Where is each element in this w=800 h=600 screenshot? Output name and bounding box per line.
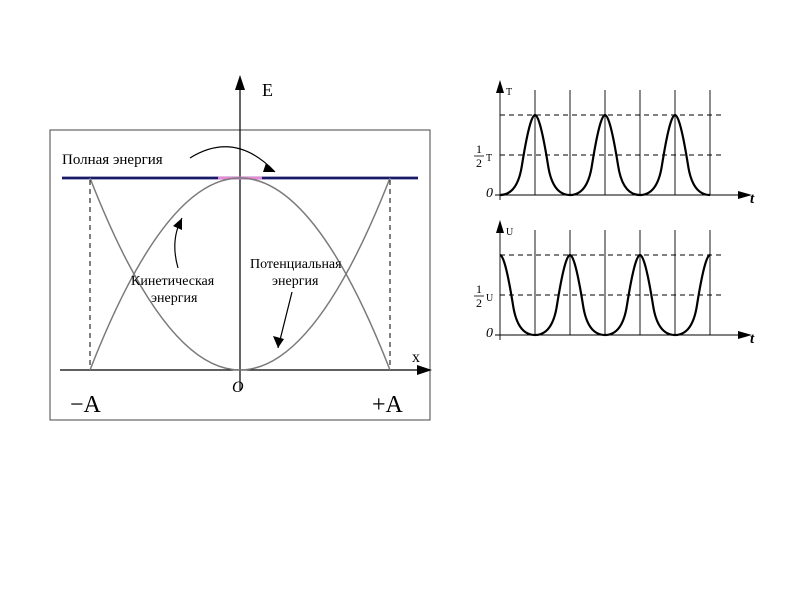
u-x-label: t: [750, 331, 755, 347]
half-u-label: 1 2 U: [474, 282, 494, 310]
svg-text:2: 2: [476, 296, 482, 310]
svg-text:U: U: [486, 293, 494, 304]
u-origin: 0: [486, 326, 493, 341]
u-top-label: U: [506, 227, 514, 238]
kinetic-label-line1: Кинетическая: [131, 274, 215, 289]
diagram-svg: E x O −A +A Полная энергия Кинетическая …: [0, 0, 800, 600]
half-t-label: 1 2 T: [474, 142, 492, 170]
x-tick-plus-a: +A: [372, 392, 404, 418]
potential-energy-vs-time-chart: U 1 2 U 0 t: [474, 220, 755, 347]
svg-text:1: 1: [476, 282, 482, 296]
t-x-label: t: [750, 191, 755, 207]
x-axis-label: x: [412, 349, 420, 366]
potential-label-line1: Потенциальная: [250, 257, 342, 272]
total-energy-label: Полная энергия: [62, 152, 163, 168]
energy-vs-position-chart: E x O −A +A Полная энергия Кинетическая …: [50, 75, 432, 420]
t-origin: 0: [486, 186, 493, 201]
kinetic-label-line2: энергия: [151, 291, 198, 306]
origin-label: O: [232, 379, 244, 396]
svg-text:T: T: [486, 153, 492, 164]
figure-canvas: { "left_chart": { "type": "line", "frame…: [0, 0, 800, 600]
x-tick-minus-a: −A: [70, 392, 102, 418]
svg-text:2: 2: [476, 156, 482, 170]
svg-text:1: 1: [476, 142, 482, 156]
kinetic-energy-vs-time-chart: T 1 2 T 0 t: [474, 80, 755, 207]
y-axis-label: E: [262, 80, 273, 100]
t-top-label: T: [506, 87, 512, 98]
potential-label-line2: энергия: [272, 274, 319, 289]
